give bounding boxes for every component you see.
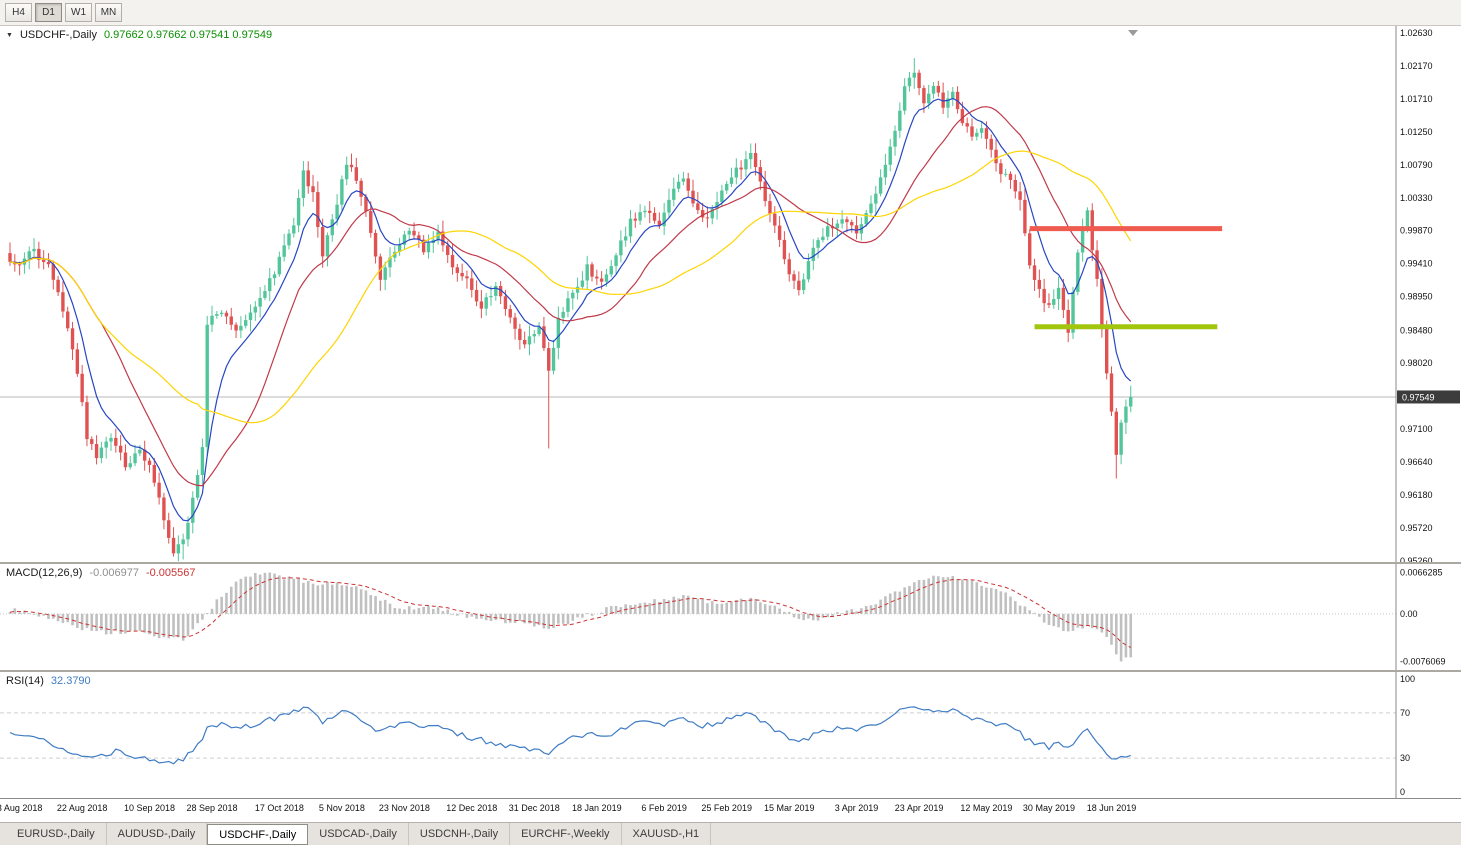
svg-text:1.01710: 1.01710	[1400, 94, 1433, 104]
date-axis[interactable]: 3 Aug 2018 22 Aug 2018 10 Sep 2018 28 Sep 2…	[0, 798, 1461, 822]
svg-text:1.01250: 1.01250	[1400, 127, 1433, 137]
date-axis-label: 12 Dec 2018	[446, 803, 498, 813]
svg-text:70: 70	[1400, 708, 1410, 718]
chart-tab-usdchf-daily[interactable]: USDCHF-,Daily	[207, 824, 309, 845]
svg-text:0.98950: 0.98950	[1400, 292, 1433, 302]
svg-text:0.95720: 0.95720	[1400, 523, 1433, 533]
date-axis-label: 15 Mar 2019	[763, 803, 815, 813]
chart-tab-usdcnh-daily[interactable]: USDCNH-,Daily	[409, 823, 511, 845]
macd-indicator-panel: 0.0066285 0.00 -0.0076069 MACD(12,26,9) -0…	[0, 564, 1461, 670]
timeframe-button-mn[interactable]: MN	[95, 3, 122, 22]
chart-tab-eurchf-weekly[interactable]: EURCHF-,Weekly	[510, 823, 622, 845]
svg-text:30: 30	[1400, 753, 1410, 763]
svg-text:0.97549: 0.97549	[1402, 392, 1435, 402]
svg-text:1.02630: 1.02630	[1400, 28, 1433, 38]
svg-text:0.00: 0.00	[1400, 609, 1418, 619]
svg-text:0.95260: 0.95260	[1400, 556, 1433, 562]
svg-text:0.99870: 0.99870	[1400, 226, 1433, 236]
date-axis-label: 22 Aug 2018	[56, 803, 108, 813]
date-axis-label: 28 Sep 2018	[186, 803, 238, 813]
rsi-indicator-panel: 100 70 30 0 RSI(14) 32.3790	[0, 672, 1461, 798]
chart-tab-xauusd-h1[interactable]: XAUUSD-,H1	[622, 823, 712, 845]
timeframe-button-group: H4 D1 W1 MN	[5, 3, 122, 22]
panel-splitter[interactable]	[0, 562, 1461, 564]
timeframe-button-h4[interactable]: H4	[5, 3, 32, 22]
date-axis-label: 23 Nov 2018	[378, 803, 430, 813]
date-axis-label: 3 Apr 2019	[834, 803, 879, 813]
date-axis-label: 17 Oct 2018	[254, 803, 304, 813]
date-axis-label: 18 Jan 2019	[572, 803, 622, 813]
date-axis-label: 3 Aug 2018	[0, 803, 43, 813]
svg-text:0.98480: 0.98480	[1400, 325, 1433, 335]
main-chart-canvas[interactable]: 1.02630 1.02170 1.01710 1.01250 1.00790 1.003…	[0, 26, 1461, 562]
date-axis-label: 18 Jun 2019	[1086, 803, 1137, 813]
chart-tab-bar: EURUSD-,Daily AUDUSD-,Daily USDCHF-,Daily U…	[0, 822, 1461, 845]
date-axis-label: 5 Nov 2018	[318, 803, 365, 813]
chart-tab-audusd-daily[interactable]: AUDUSD-,Daily	[107, 823, 208, 845]
svg-text:1.02170: 1.02170	[1400, 61, 1433, 71]
chart-tab-eurusd-daily[interactable]: EURUSD-,Daily	[6, 823, 107, 845]
main-chart-panel: 1.02630 1.02170 1.01710 1.01250 1.00790 1.003…	[0, 26, 1461, 562]
svg-text:0.96640: 0.96640	[1400, 457, 1433, 467]
chart-shift-marker-icon[interactable]	[1128, 30, 1138, 36]
date-axis-label: 23 Apr 2019	[894, 803, 944, 813]
svg-text:0.0066285: 0.0066285	[1400, 568, 1443, 578]
svg-text:0.96180: 0.96180	[1400, 490, 1433, 500]
collapse-chart-icon[interactable]: ▼	[6, 31, 13, 39]
macd-canvas[interactable]: 0.0066285 0.00 -0.0076069	[0, 564, 1461, 670]
date-axis-label: 30 May 2019	[1022, 803, 1075, 813]
svg-text:-0.0076069: -0.0076069	[1400, 656, 1446, 666]
timeframe-button-w1[interactable]: W1	[65, 3, 92, 22]
date-axis-label: 10 Sep 2018	[123, 803, 176, 813]
date-axis-label: 12 May 2019	[960, 803, 1013, 813]
date-axis-label: 25 Feb 2019	[701, 803, 752, 813]
panel-splitter[interactable]	[0, 670, 1461, 672]
svg-text:0.99410: 0.99410	[1400, 259, 1433, 269]
chart-tab-usdcad-daily[interactable]: USDCAD-,Daily	[308, 823, 409, 845]
date-axis-label: 31 Dec 2018	[508, 803, 560, 813]
svg-text:1.00330: 1.00330	[1400, 193, 1433, 203]
rsi-canvas[interactable]: 100 70 30 0	[0, 672, 1461, 798]
svg-text:100: 100	[1400, 674, 1415, 684]
date-axis-label: 6 Feb 2019	[641, 803, 687, 813]
timeframe-button-d1[interactable]: D1	[35, 3, 62, 22]
svg-text:0.97100: 0.97100	[1400, 424, 1433, 434]
svg-text:0.98020: 0.98020	[1400, 358, 1433, 368]
timeframe-toolbar: H4 D1 W1 MN	[0, 0, 1461, 26]
svg-text:0: 0	[1400, 787, 1405, 797]
chart-stack: 1.02630 1.02170 1.01710 1.01250 1.00790 1.003…	[0, 26, 1461, 822]
svg-text:1.00790: 1.00790	[1400, 160, 1433, 170]
